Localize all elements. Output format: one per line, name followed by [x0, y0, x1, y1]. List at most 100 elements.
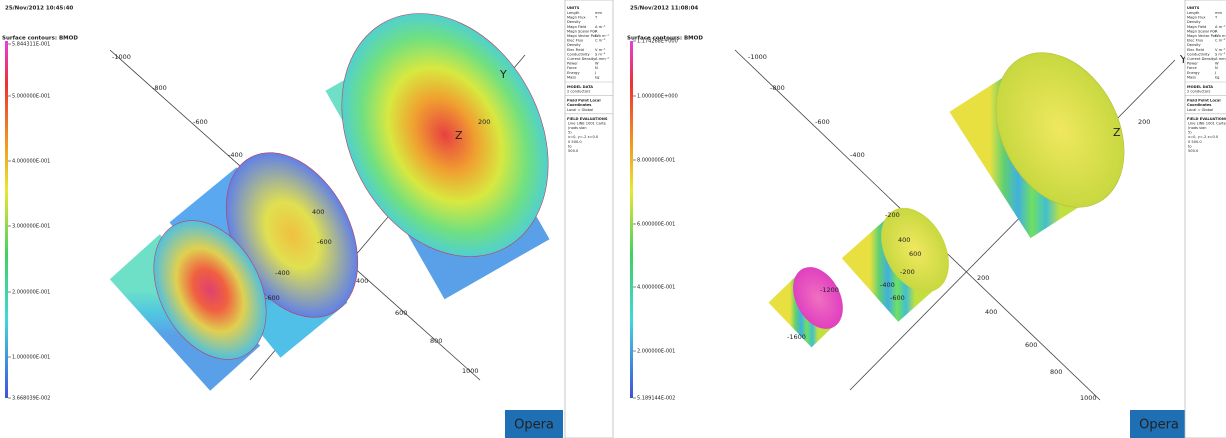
axis-label: 600 — [909, 250, 921, 258]
axis-label: -800 — [152, 84, 167, 92]
axis-label: 400 — [312, 208, 324, 216]
unit-value: Wb m⁻¹ — [595, 34, 609, 38]
unit-name: Current Density — [567, 57, 596, 61]
logo-box — [1130, 410, 1188, 438]
unit-name: Conductivity — [1187, 52, 1210, 56]
section-title: FIELD EVALUATIONS — [1187, 117, 1226, 121]
unit-name: Magn Field — [1187, 25, 1206, 29]
unit-name: Power — [567, 62, 578, 66]
left-model — [109, 13, 550, 391]
colorbar-label: 4.000000E-001 — [12, 159, 50, 165]
unit-value: T — [1214, 16, 1218, 20]
side-panel-box — [564, 0, 614, 438]
unit-value: A mm⁻² — [1215, 57, 1226, 61]
axis-line — [849, 59, 1176, 391]
colorbar — [630, 41, 633, 398]
unit-name: Power — [1187, 62, 1198, 66]
colorbar-label: 8.000000E-001 — [637, 158, 675, 164]
section-text: x=0, y=-2 z=0.0 — [568, 135, 599, 139]
unit-value: kg — [595, 75, 599, 79]
unit-name: Magn Vector Pot — [567, 34, 597, 38]
colorbar-label: 2.000000E-001 — [637, 349, 675, 355]
section-text: 500.0 — [568, 149, 579, 153]
unit-name: Magn Scalar Pot — [1187, 29, 1217, 33]
unit-value: N — [595, 66, 598, 70]
section-text: 0 500.0 — [1188, 140, 1202, 144]
colorbar-label: 6.000000E-001 — [637, 222, 675, 228]
section-title: MODEL DATA — [1187, 85, 1213, 89]
axis-label: 200 — [478, 118, 490, 126]
unit-value: A — [595, 29, 598, 33]
unit-value: V m⁻¹ — [595, 48, 606, 52]
section-text: Line LINE 1001 Carte — [568, 121, 607, 125]
logo: Opera — [514, 418, 554, 433]
axis-label: -800 — [770, 84, 785, 92]
unit-value: V m⁻¹ — [1215, 48, 1226, 52]
axis-label: Y — [499, 68, 507, 81]
unit-value: A — [1215, 29, 1218, 33]
unit-value: T — [594, 16, 598, 20]
unit-name: Energy — [1187, 71, 1200, 75]
colorbar-label: 5.000000E-001 — [12, 94, 50, 100]
axis-label: -1600 — [787, 333, 806, 341]
axis-label: 400 — [356, 277, 368, 285]
section-text: 0 500.0 — [568, 140, 582, 144]
section-text: Local = Global — [1187, 108, 1213, 112]
unit-name: Magn Field — [567, 25, 586, 29]
unit-name: Length — [1187, 11, 1199, 15]
section-text: 2 conductors — [1187, 90, 1211, 94]
unit-value: C m⁻² — [1215, 39, 1226, 43]
unit-value: W — [595, 62, 599, 66]
axis-label: -400 — [850, 151, 865, 159]
unit-name: Length — [567, 11, 579, 15]
unit-name: Magn Flux — [567, 16, 586, 20]
section-title: FIELD EVALUATIONS — [567, 117, 608, 121]
section-text: Local = Global — [567, 108, 593, 112]
axis-label: 1000 — [1080, 394, 1097, 402]
axis-label: -600 — [890, 294, 905, 302]
unit-value: A m⁻¹ — [595, 25, 606, 29]
colorbar-label: 1.000000E+000 — [637, 94, 678, 100]
right-model — [734, 49, 1176, 401]
colorbar-label: 3.000000E-001 — [12, 224, 50, 230]
unit-name: Density — [567, 43, 582, 47]
unit-name: Elec Flux — [567, 39, 584, 43]
contour-title: Surface contours: BMOD — [2, 36, 78, 42]
unit-value: mm — [595, 11, 603, 15]
axis-label: -1000 — [112, 53, 131, 61]
axis-label: 600 — [395, 309, 407, 317]
section-text: to — [568, 144, 572, 148]
axis-label: -400 — [880, 281, 895, 289]
axis-label: Y — [1179, 53, 1187, 66]
axis-label: 1000 — [462, 367, 479, 375]
unit-name: Mass — [1187, 75, 1196, 79]
section-title: Field Point Local — [567, 99, 601, 103]
colorbar-label: 2.000000E-001 — [12, 290, 50, 296]
unit-value: kg — [1215, 75, 1219, 79]
colorbar-label: 1.174268E+000 — [637, 39, 678, 45]
section-text: to — [1188, 144, 1192, 148]
axis-label: -1000 — [748, 53, 767, 61]
section-text: 500.0 — [1188, 149, 1199, 153]
unit-name: Magn Flux — [1187, 16, 1206, 20]
unit-value: J — [594, 71, 596, 75]
section-text: x=0, y=-2 z=0.0 — [1188, 135, 1219, 139]
section-text: (nods sian — [568, 126, 587, 130]
unit-name: Conductivity — [567, 52, 590, 56]
colorbar-label: 4.000000E-001 — [637, 285, 675, 291]
section-title: Field Point Local — [1187, 99, 1221, 103]
axis-label: -600 — [193, 118, 208, 126]
axis-label: 400 — [985, 308, 997, 316]
unit-name: Energy — [567, 71, 580, 75]
unit-value: C m⁻² — [595, 39, 606, 43]
unit-name: Force — [567, 66, 578, 70]
unit-value: S m⁻¹ — [1215, 52, 1226, 56]
colorbar — [5, 41, 8, 398]
axis-label: 200 — [1138, 118, 1150, 126]
section-text: (nods sian — [1188, 126, 1207, 130]
section-title: UNITS — [567, 6, 580, 10]
